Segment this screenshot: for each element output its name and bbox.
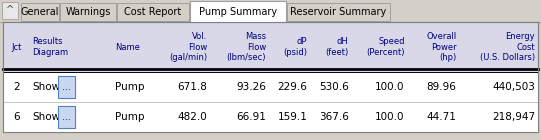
Text: 100.0: 100.0 xyxy=(375,112,405,122)
Text: 367.6: 367.6 xyxy=(319,112,348,122)
Text: Name: Name xyxy=(115,43,140,52)
Text: 482.0: 482.0 xyxy=(177,112,207,122)
Text: 44.71: 44.71 xyxy=(426,112,456,122)
Bar xyxy=(58,76,75,98)
Text: Reservoir Summary: Reservoir Summary xyxy=(291,7,387,17)
Bar xyxy=(58,106,75,128)
Text: ...: ... xyxy=(62,82,71,92)
Bar xyxy=(3,22,538,72)
Text: 440,503: 440,503 xyxy=(492,82,535,92)
Bar xyxy=(60,3,116,21)
Text: 66.91: 66.91 xyxy=(236,112,266,122)
Text: ...: ... xyxy=(62,113,71,122)
Text: 159.1: 159.1 xyxy=(278,112,307,122)
Bar xyxy=(191,21,285,23)
Text: Overall
Power
(hp): Overall Power (hp) xyxy=(426,32,456,62)
Text: 6: 6 xyxy=(13,112,19,122)
Text: General: General xyxy=(21,7,60,17)
Bar xyxy=(287,3,390,21)
Text: Warnings: Warnings xyxy=(65,7,111,17)
Bar xyxy=(0,0,541,22)
Text: Energy
Cost
(U.S. Dollars): Energy Cost (U.S. Dollars) xyxy=(480,32,535,62)
Text: 89.96: 89.96 xyxy=(426,82,456,92)
Bar xyxy=(3,72,538,102)
Text: 93.26: 93.26 xyxy=(236,82,266,92)
Bar xyxy=(190,1,286,22)
Text: Pump Summary: Pump Summary xyxy=(199,7,277,17)
Text: 2: 2 xyxy=(13,82,19,92)
Text: dP
(psid): dP (psid) xyxy=(283,38,307,57)
Text: Jct: Jct xyxy=(11,43,21,52)
Text: Pump: Pump xyxy=(115,82,144,92)
Text: Speed
(Percent): Speed (Percent) xyxy=(366,38,405,57)
Text: 218,947: 218,947 xyxy=(492,112,535,122)
Text: 530.6: 530.6 xyxy=(319,82,348,92)
Bar xyxy=(2,2,18,19)
Bar xyxy=(3,22,538,132)
Text: Vol.
Flow
(gal/min): Vol. Flow (gal/min) xyxy=(169,32,207,62)
Bar xyxy=(117,3,189,21)
Text: Pump: Pump xyxy=(115,112,144,122)
Bar xyxy=(3,22,538,132)
Text: Cost Report: Cost Report xyxy=(124,7,182,17)
Text: 100.0: 100.0 xyxy=(375,82,405,92)
Text: 229.6: 229.6 xyxy=(278,82,307,92)
Text: dH
(feet): dH (feet) xyxy=(325,38,348,57)
Text: Show: Show xyxy=(32,112,61,122)
Text: 671.8: 671.8 xyxy=(177,82,207,92)
Text: ^: ^ xyxy=(6,5,14,16)
Text: Show: Show xyxy=(32,82,61,92)
Bar xyxy=(3,102,538,132)
Bar xyxy=(21,3,59,21)
Text: Mass
Flow
(lbm/sec): Mass Flow (lbm/sec) xyxy=(227,32,266,62)
Text: Results
Diagram: Results Diagram xyxy=(32,38,68,57)
